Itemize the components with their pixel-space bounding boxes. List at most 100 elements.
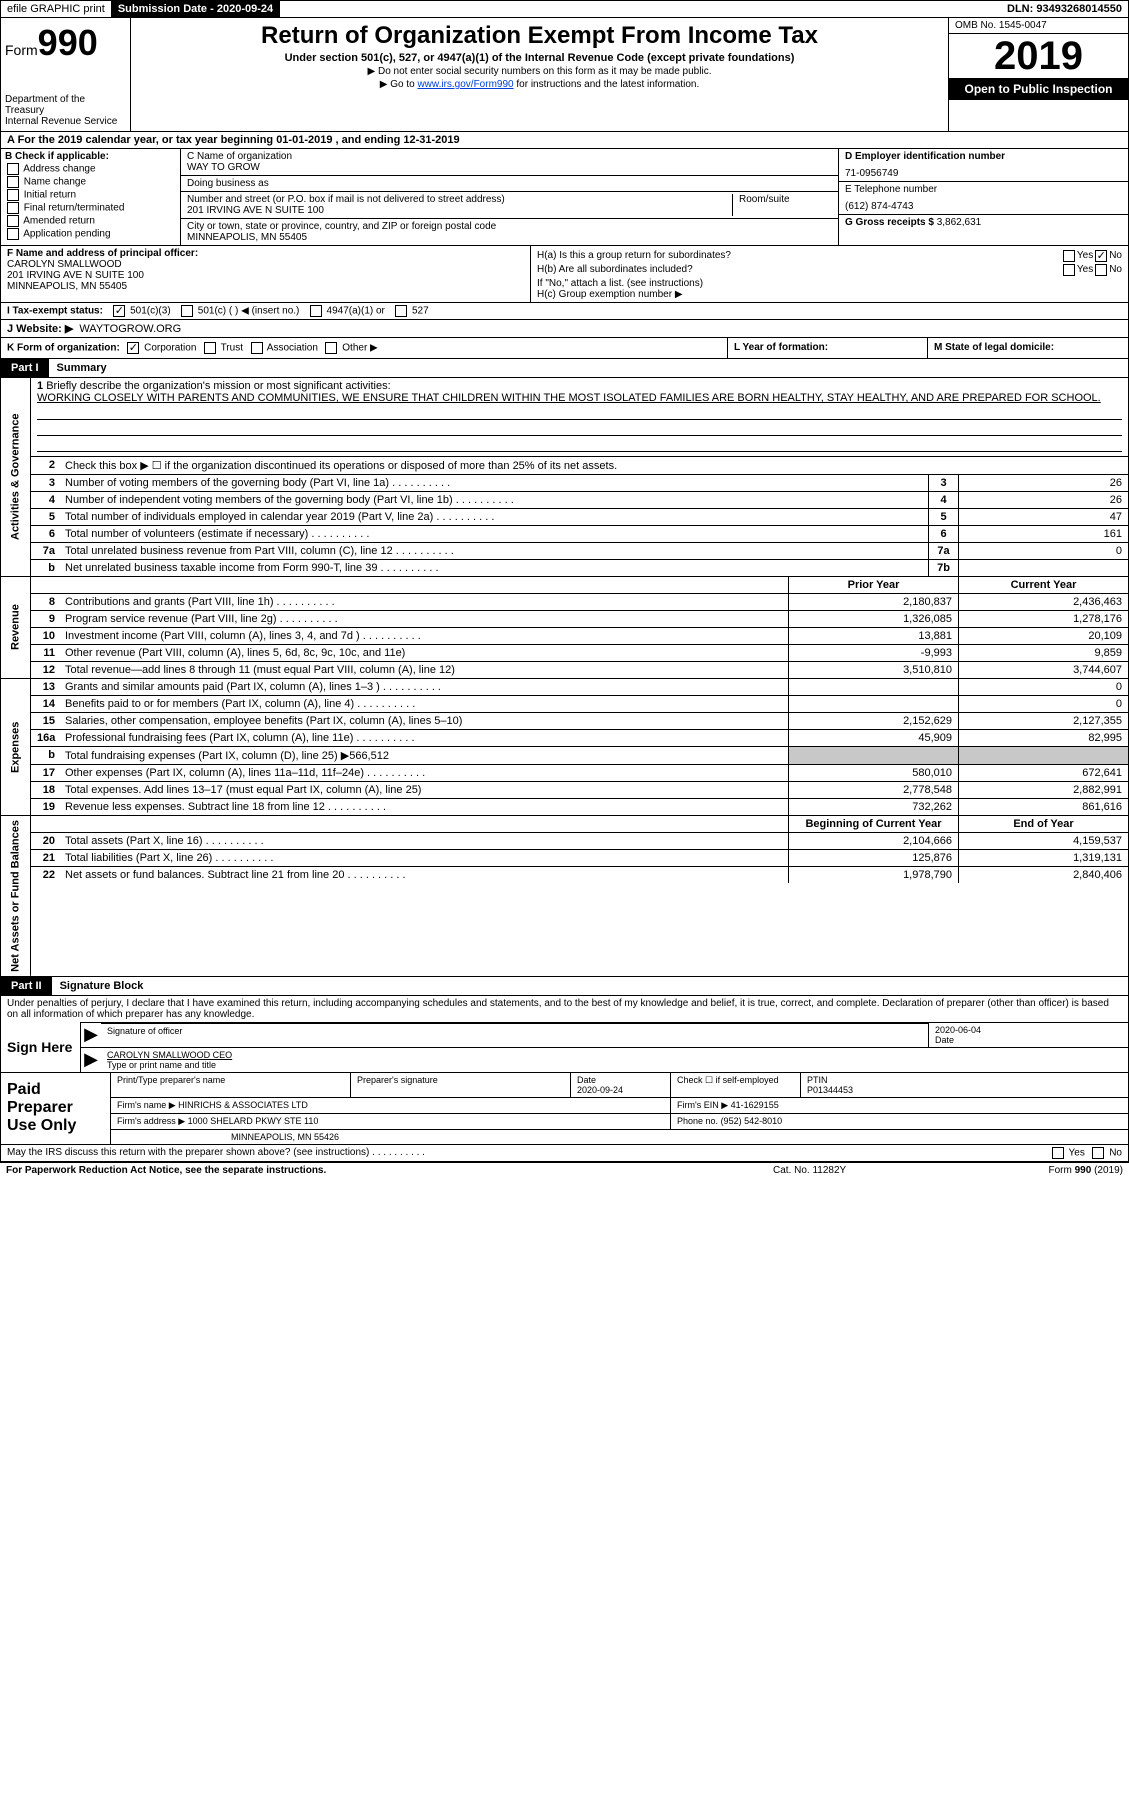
current-year-hdr: Current Year xyxy=(958,577,1128,593)
val-7b xyxy=(958,560,1128,576)
ha-yes[interactable] xyxy=(1063,250,1075,262)
officer-printed-name: CAROLYN SMALLWOOD CEO xyxy=(107,1050,1122,1060)
cb-assoc[interactable] xyxy=(251,342,263,354)
hc-label: H(c) Group exemption number ▶ xyxy=(537,289,1122,300)
omb-number: OMB No. 1545-0047 xyxy=(949,18,1128,34)
i-label: I Tax-exempt status: xyxy=(7,306,103,317)
hb-note: If "No," attach a list. (see instruction… xyxy=(537,278,1122,289)
c22: 2,840,406 xyxy=(958,867,1128,883)
note-ssn: Do not enter social security numbers on … xyxy=(139,66,940,77)
arrow-icon: ▶ xyxy=(81,1048,101,1072)
boy-hdr: Beginning of Current Year xyxy=(788,816,958,832)
ein-label: D Employer identification number xyxy=(845,151,1122,162)
cb-corp[interactable] xyxy=(127,342,139,354)
firm-addr1: 1000 SHELARD PKWY STE 110 xyxy=(188,1116,319,1126)
section-fh: F Name and address of principal officer:… xyxy=(0,246,1129,303)
gross-label: G Gross receipts $ xyxy=(845,217,937,228)
eoy-hdr: End of Year xyxy=(958,816,1128,832)
line-2: Check this box ▶ ☐ if the organization d… xyxy=(61,457,1128,474)
hb-yes[interactable] xyxy=(1063,264,1075,276)
cb-pending[interactable]: Application pending xyxy=(5,228,176,240)
cb-amended[interactable]: Amended return xyxy=(5,215,176,227)
dept-irs: Internal Revenue Service xyxy=(5,116,126,127)
part-ii-label: Part II xyxy=(1,977,52,995)
cb-initial[interactable]: Initial return xyxy=(5,189,176,201)
dln: DLN: 93493268014550 xyxy=(1001,1,1128,17)
line-12: Total revenue—add lines 8 through 11 (mu… xyxy=(61,662,788,678)
firm-ein: 41-1629155 xyxy=(731,1100,779,1110)
discuss-yes[interactable] xyxy=(1052,1147,1064,1159)
row-a: A For the 2019 calendar year, or tax yea… xyxy=(0,132,1129,149)
c10: 20,109 xyxy=(958,628,1128,644)
line-19: Revenue less expenses. Subtract line 18 … xyxy=(61,799,788,815)
room-label: Room/suite xyxy=(739,194,832,205)
line-22: Net assets or fund balances. Subtract li… xyxy=(61,867,788,883)
c17: 672,641 xyxy=(958,765,1128,781)
form-header: Form990 Department of the Treasury Inter… xyxy=(0,18,1129,132)
c21: 1,319,131 xyxy=(958,850,1128,866)
cb-other[interactable] xyxy=(325,342,337,354)
c12: 3,744,607 xyxy=(958,662,1128,678)
c-name-label: C Name of organization xyxy=(187,151,832,162)
section-bcd: B Check if applicable: Address change Na… xyxy=(0,149,1129,246)
footer-mid: Cat. No. 11282Y xyxy=(773,1165,973,1176)
line-1: 1 Briefly describe the organization's mi… xyxy=(31,378,1128,456)
p11: -9,993 xyxy=(788,645,958,661)
cb-501c3[interactable] xyxy=(113,305,125,317)
c16b xyxy=(958,747,1128,764)
officer-name: CAROLYN SMALLWOOD xyxy=(7,259,524,270)
ptin-label: PTIN xyxy=(807,1075,1122,1085)
f-label: F Name and address of principal officer: xyxy=(7,248,524,259)
footer: For Paperwork Reduction Act Notice, see … xyxy=(0,1162,1129,1178)
line-3: Number of voting members of the governin… xyxy=(61,475,928,491)
cb-527[interactable] xyxy=(395,305,407,317)
discuss-no[interactable] xyxy=(1092,1147,1104,1159)
cb-4947[interactable] xyxy=(310,305,322,317)
row-i: I Tax-exempt status: 501(c)(3) 501(c) ( … xyxy=(0,303,1129,320)
irs-link[interactable]: www.irs.gov/Form990 xyxy=(417,79,513,90)
phone-label: Phone no. xyxy=(677,1116,718,1126)
prep-name-label: Print/Type preparer's name xyxy=(111,1073,351,1097)
col-c: C Name of organizationWAY TO GROW Doing … xyxy=(181,149,838,245)
cb-name[interactable]: Name change xyxy=(5,176,176,188)
j-label: J Website: ▶ xyxy=(7,322,73,335)
ptin-value: P01344453 xyxy=(807,1085,1122,1095)
line-6: Total number of volunteers (estimate if … xyxy=(61,526,928,542)
side-expenses: Expenses xyxy=(1,679,31,815)
part-i-title: Summary xyxy=(49,359,115,377)
officer-sig-label: Signature of officer xyxy=(107,1026,922,1036)
city-label: City or town, state or province, country… xyxy=(187,221,832,232)
prep-date-label: Date xyxy=(577,1075,664,1085)
officer-addr1: 201 IRVING AVE N SUITE 100 xyxy=(7,270,524,281)
penalties-text: Under penalties of perjury, I declare th… xyxy=(1,996,1128,1022)
ha-no[interactable] xyxy=(1095,250,1107,262)
prior-year-hdr: Prior Year xyxy=(788,577,958,593)
inspection-label: Open to Public Inspection xyxy=(949,78,1128,100)
cb-501c[interactable] xyxy=(181,305,193,317)
p14 xyxy=(788,696,958,712)
col-d: D Employer identification number 71-09567… xyxy=(838,149,1128,245)
sig-date-label: Date xyxy=(935,1035,1122,1045)
line-16b: Total fundraising expenses (Part IX, col… xyxy=(61,747,788,764)
part-i-label: Part I xyxy=(1,359,49,377)
line-11: Other revenue (Part VIII, column (A), li… xyxy=(61,645,788,661)
p12: 3,510,810 xyxy=(788,662,958,678)
row-klm: K Form of organization: Corporation Trus… xyxy=(0,338,1129,359)
cb-address[interactable]: Address change xyxy=(5,163,176,175)
c14: 0 xyxy=(958,696,1128,712)
c16a: 82,995 xyxy=(958,730,1128,746)
line-14: Benefits paid to or for members (Part IX… xyxy=(61,696,788,712)
spacer xyxy=(280,7,1001,11)
cb-trust[interactable] xyxy=(204,342,216,354)
netassets-section: Net Assets or Fund Balances Beginning of… xyxy=(0,816,1129,977)
line-13: Grants and similar amounts paid (Part IX… xyxy=(61,679,788,695)
c13: 0 xyxy=(958,679,1128,695)
gross-value: 3,862,631 xyxy=(937,217,982,228)
preparer-block: Paid Preparer Use Only Print/Type prepar… xyxy=(0,1073,1129,1145)
line-10: Investment income (Part VIII, column (A)… xyxy=(61,628,788,644)
hb-no[interactable] xyxy=(1095,264,1107,276)
addr-label: Number and street (or P.O. box if mail i… xyxy=(187,194,732,205)
cb-final[interactable]: Final return/terminated xyxy=(5,202,176,214)
line-18: Total expenses. Add lines 13–17 (must eq… xyxy=(61,782,788,798)
ein-value: 71-0956749 xyxy=(845,168,1122,179)
